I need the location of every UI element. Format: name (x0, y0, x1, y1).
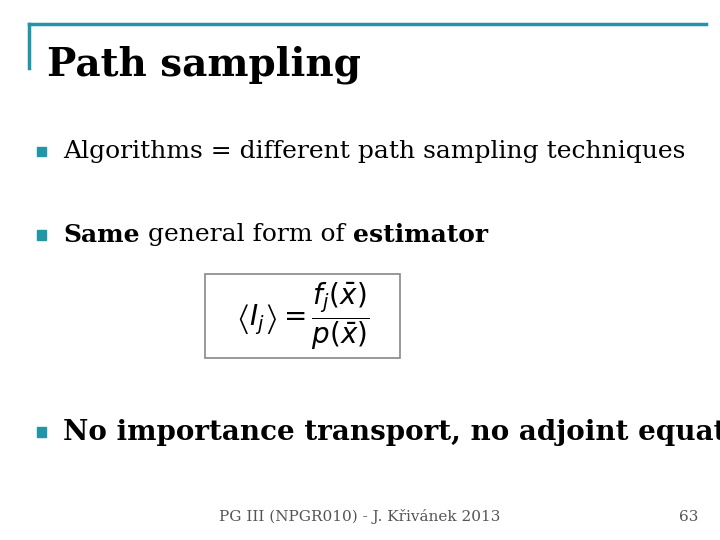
Text: Same: Same (63, 223, 140, 247)
Text: Path sampling: Path sampling (47, 46, 361, 84)
Bar (37, 146, 46, 156)
Text: PG III (NPGR010) - J. Křivánek 2013: PG III (NPGR010) - J. Křivánek 2013 (220, 509, 500, 524)
FancyBboxPatch shape (205, 274, 400, 358)
Bar (37, 427, 46, 437)
Text: 63: 63 (679, 510, 698, 524)
Text: No importance transport, no adjoint equations!!!: No importance transport, no adjoint equa… (63, 418, 720, 445)
Text: estimator: estimator (353, 223, 487, 247)
Text: Algorithms = different path sampling techniques: Algorithms = different path sampling tec… (63, 140, 685, 163)
Text: general form of: general form of (140, 224, 353, 246)
Text: $\left\langle I_j \right\rangle = \dfrac{f_j(\bar{x})}{p(\bar{x})}$: $\left\langle I_j \right\rangle = \dfrac… (235, 280, 369, 352)
Bar (37, 230, 46, 240)
